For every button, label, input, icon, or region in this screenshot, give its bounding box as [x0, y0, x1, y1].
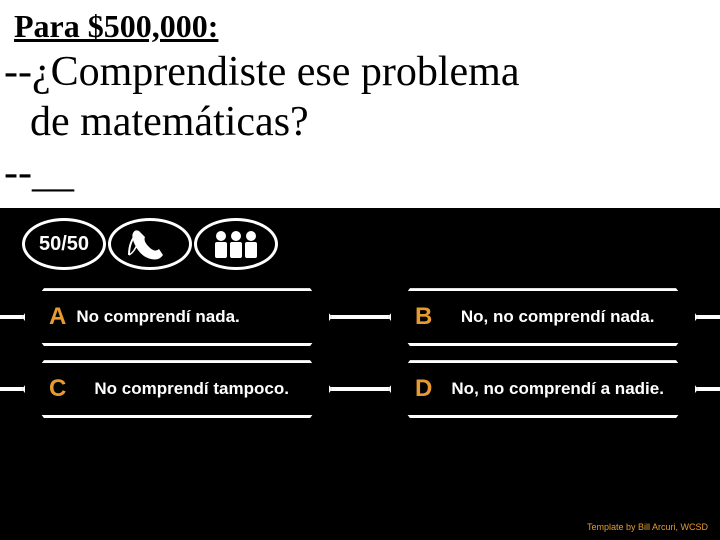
question-line-2: de matemáticas? [4, 99, 309, 145]
answer-letter: A [49, 303, 66, 331]
question-line-3: --__ [4, 150, 74, 196]
lifeline-5050[interactable]: 50/50 [22, 218, 106, 270]
audience-icon [209, 226, 263, 262]
lifeline-audience[interactable] [194, 218, 278, 270]
question-line-1: --¿Comprendiste ese problema [4, 49, 519, 95]
answer-letter: B [415, 303, 432, 331]
lifeline-row: 50/50 [0, 208, 720, 270]
answer-option-c[interactable]: C No comprendí tampoco. [22, 360, 332, 418]
answer-row-1: A No comprendí nada. B No, no comprendí … [0, 284, 720, 350]
template-credit: Template by Bill Arcuri, WCSD [587, 522, 708, 532]
answer-option-b[interactable]: B No, no comprendí nada. [388, 288, 698, 346]
answer-text: No, no comprendí nada. [442, 307, 683, 327]
answers-grid: A No comprendí nada. B No, no comprendí … [0, 270, 720, 422]
question-panel: Para $500,000: --¿Comprendiste ese probl… [0, 0, 720, 208]
answer-option-a[interactable]: A No comprendí nada. [22, 288, 332, 346]
lifeline-phone[interactable] [108, 218, 192, 270]
answer-letter: C [49, 375, 66, 403]
prize-label: Para $500,000: [0, 8, 720, 45]
answer-text: No comprendí nada. [76, 307, 317, 327]
phone-icon [127, 225, 173, 263]
answer-option-d[interactable]: D No, no comprendí a nadie. [388, 360, 698, 418]
answer-row-2: C No comprendí tampoco. D No, no compren… [0, 356, 720, 422]
lifeline-5050-label: 50/50 [39, 233, 89, 256]
answer-text: No, no comprendí a nadie. [442, 379, 683, 399]
answer-letter: D [415, 375, 432, 403]
answer-text: No comprendí tampoco. [76, 379, 317, 399]
question-text: --¿Comprendiste ese problema de matemáti… [0, 45, 720, 198]
